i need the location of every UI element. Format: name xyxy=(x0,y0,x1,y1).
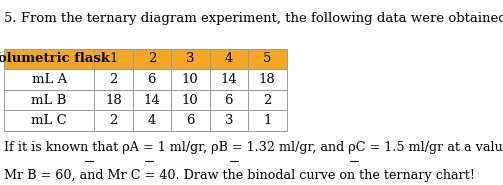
Text: 4: 4 xyxy=(147,114,156,127)
Bar xyxy=(133,90,171,110)
Bar xyxy=(94,90,133,110)
Bar xyxy=(4,69,94,90)
Bar xyxy=(171,49,210,69)
Bar xyxy=(210,49,248,69)
Bar xyxy=(171,110,210,131)
Text: Mr B = 60, and Mr C = 40. Draw the binodal curve on the ternary chart!: Mr B = 60, and Mr C = 40. Draw the binod… xyxy=(4,169,475,182)
Text: 14: 14 xyxy=(220,73,237,86)
Bar xyxy=(94,49,133,69)
Bar xyxy=(210,69,248,90)
Bar xyxy=(4,110,94,131)
Text: mL C: mL C xyxy=(31,114,67,127)
Text: Volumetric flask: Volumetric flask xyxy=(0,52,110,65)
Text: 14: 14 xyxy=(143,93,160,107)
Text: 1: 1 xyxy=(109,52,118,65)
Text: 3: 3 xyxy=(186,52,195,65)
Text: 10: 10 xyxy=(182,73,199,86)
Text: 3: 3 xyxy=(224,114,233,127)
Text: mL B: mL B xyxy=(32,93,67,107)
Text: mL A: mL A xyxy=(32,73,67,86)
Text: 6: 6 xyxy=(186,114,195,127)
Text: 2: 2 xyxy=(147,52,156,65)
Bar xyxy=(133,110,171,131)
Bar xyxy=(210,110,248,131)
Bar xyxy=(210,90,248,110)
Text: 6: 6 xyxy=(224,93,233,107)
Bar xyxy=(4,90,94,110)
Text: 10: 10 xyxy=(182,93,199,107)
Text: 18: 18 xyxy=(105,93,122,107)
Text: 2: 2 xyxy=(109,114,118,127)
Text: 5. From the ternary diagram experiment, the following data were obtained:: 5. From the ternary diagram experiment, … xyxy=(4,12,503,25)
Text: 1: 1 xyxy=(263,114,272,127)
Text: 6: 6 xyxy=(147,73,156,86)
Bar xyxy=(94,110,133,131)
Bar xyxy=(4,49,94,69)
Bar xyxy=(171,69,210,90)
Bar xyxy=(133,69,171,90)
Bar xyxy=(248,49,287,69)
Text: 18: 18 xyxy=(259,73,276,86)
Bar xyxy=(248,90,287,110)
Text: If it is known that ρA = 1 ml/gr, ρB = 1.32 ml/gr, and ρC = 1.5 ml/gr at a value: If it is known that ρA = 1 ml/gr, ρB = 1… xyxy=(4,141,503,154)
Text: 4: 4 xyxy=(225,52,233,65)
Bar xyxy=(248,110,287,131)
Bar xyxy=(171,90,210,110)
Text: 2: 2 xyxy=(263,93,272,107)
Bar xyxy=(94,69,133,90)
Text: 5: 5 xyxy=(263,52,272,65)
Bar xyxy=(133,49,171,69)
Text: 2: 2 xyxy=(109,73,118,86)
Bar xyxy=(248,69,287,90)
